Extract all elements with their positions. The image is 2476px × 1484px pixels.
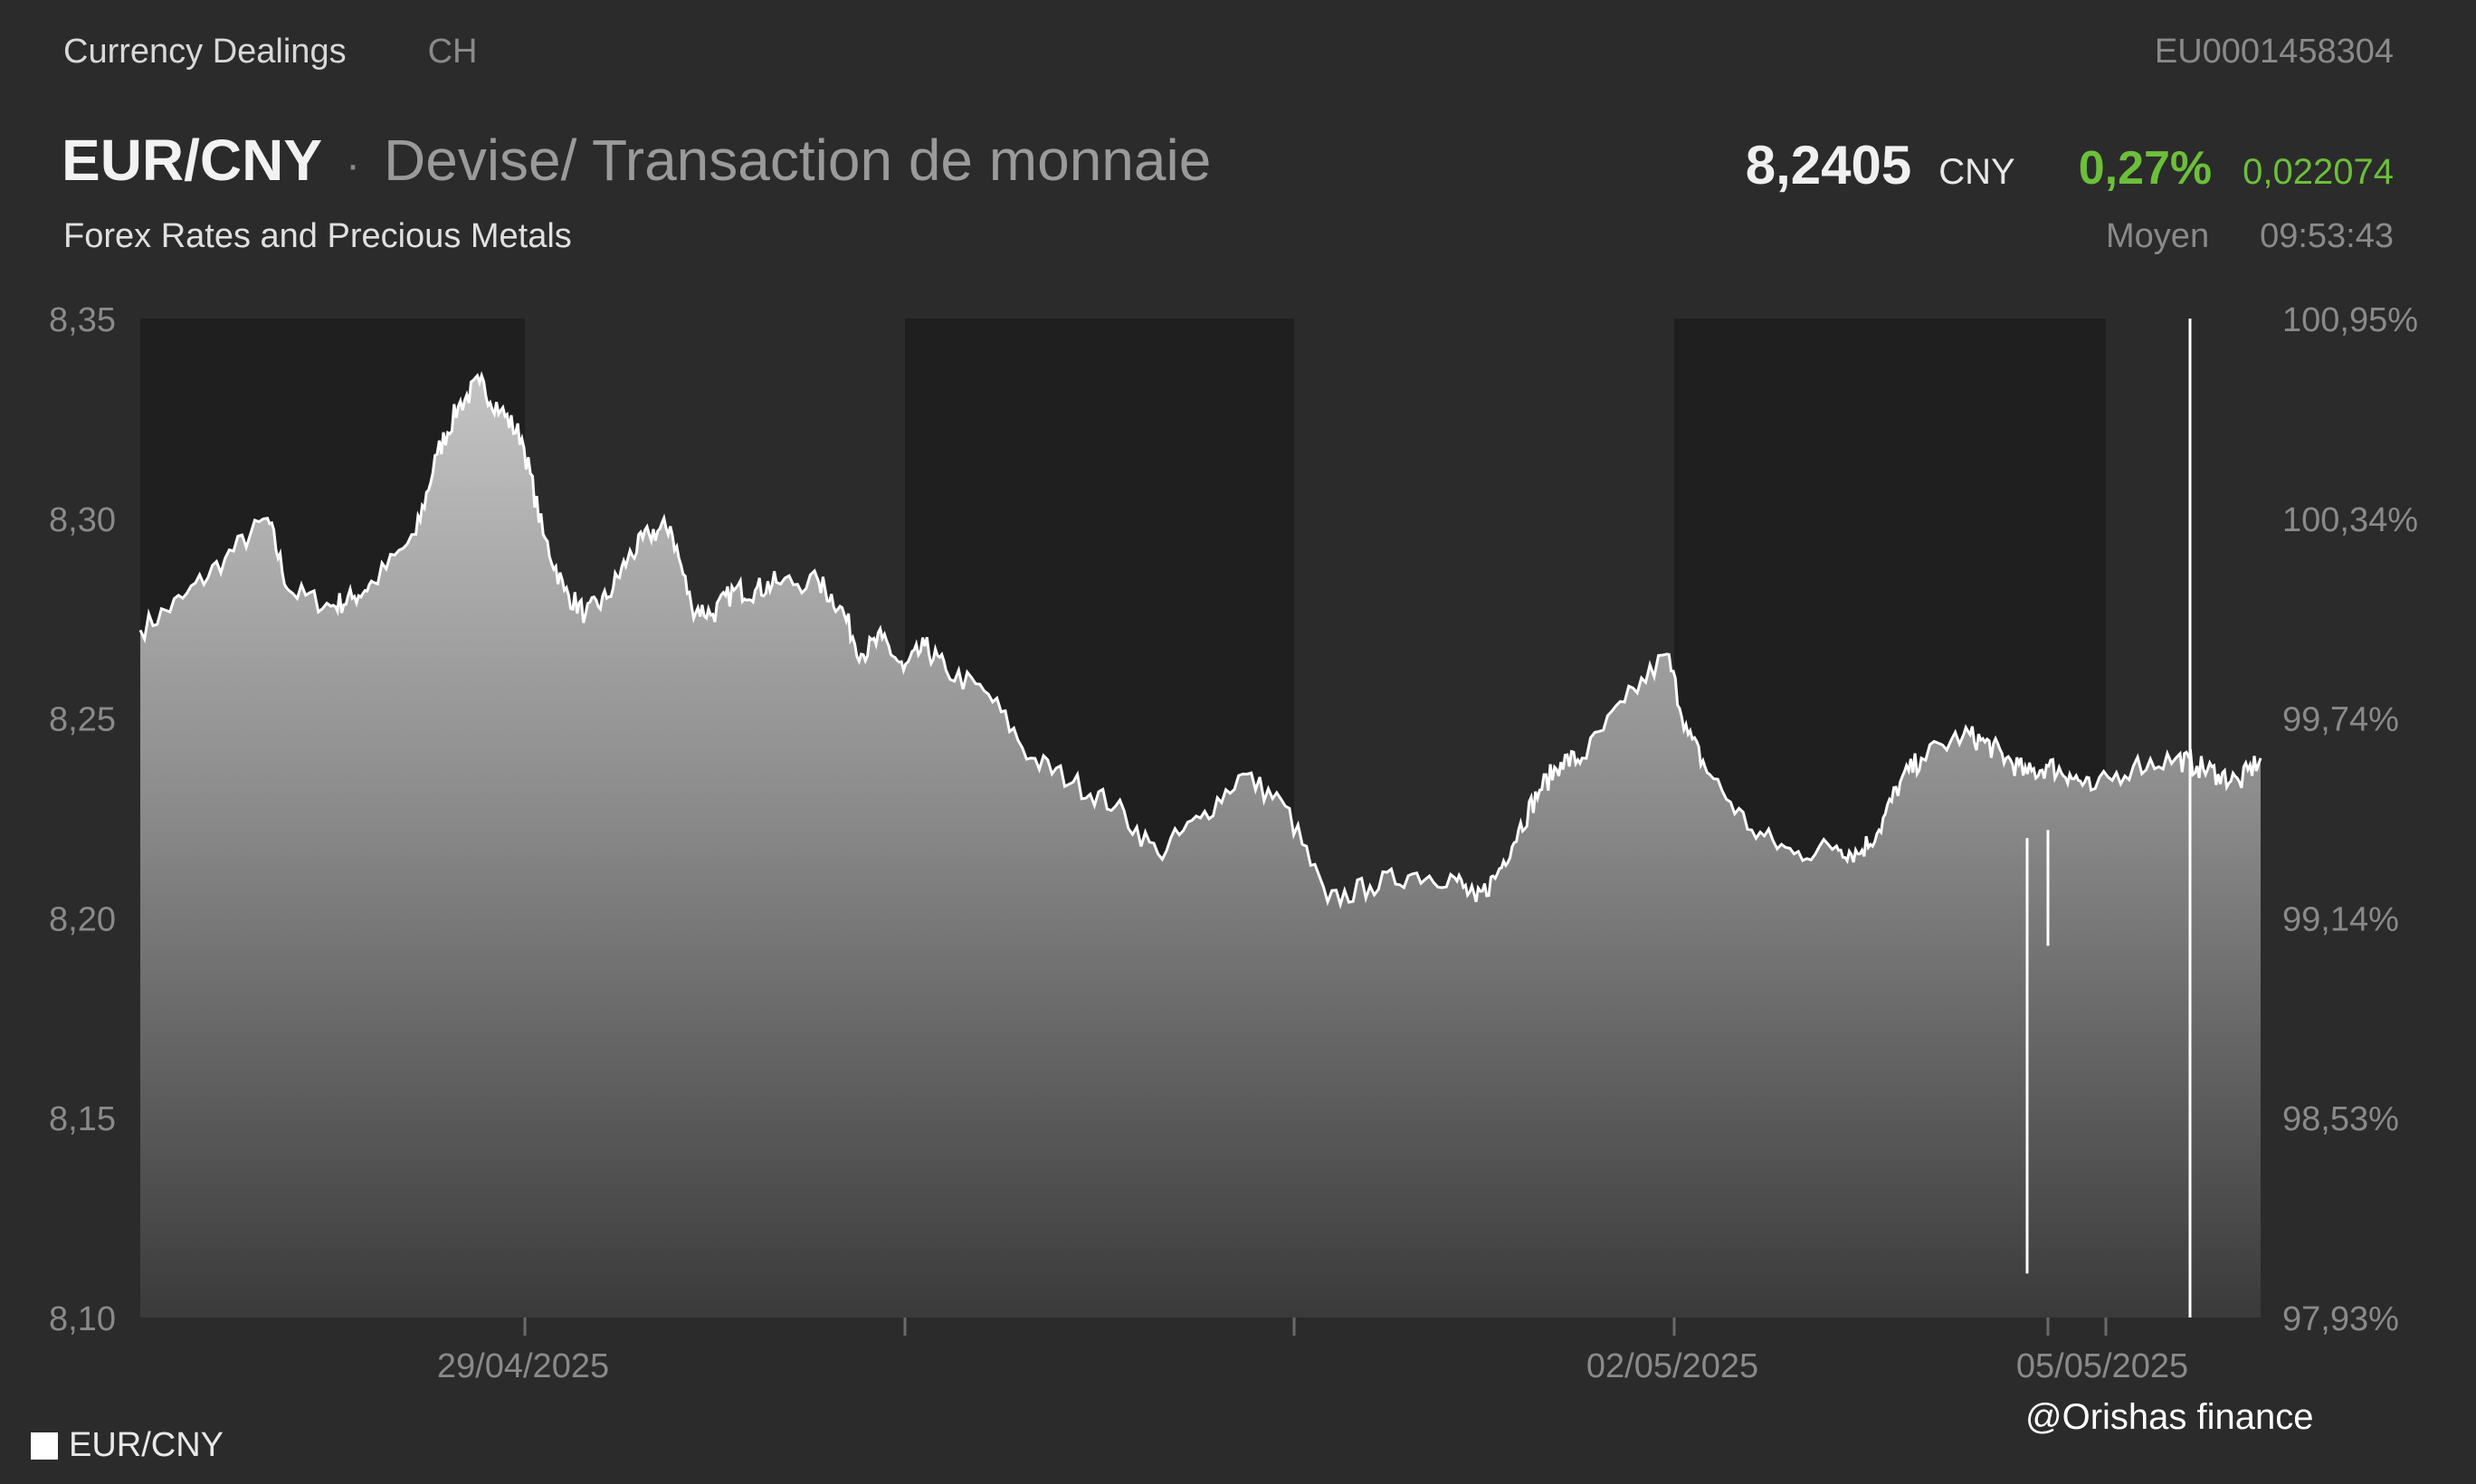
quote-currency: CNY — [1938, 152, 2015, 192]
price-area — [140, 375, 2261, 1318]
x-tick-label: 02/05/2025 — [1586, 1347, 1758, 1385]
y-axis: 8,35 8,30 8,25 8,20 8,15 8,10 — [49, 301, 116, 1338]
x-tick-label: 29/04/2025 — [437, 1347, 609, 1385]
quote-meta: Moyen 09:53:43 — [2106, 217, 2394, 256]
pair-label: EUR/CNY — [62, 128, 323, 193]
last-price: 8,2405 — [1745, 135, 1912, 195]
change-absolute: 0,022074 — [2243, 152, 2394, 192]
price-type: Moyen — [2106, 217, 2210, 255]
instrument-subtitle: Forex Rates and Precious Metals — [63, 217, 572, 255]
y2-axis: 100,95% 100,34% 99,74% 99,14% 98,53% 97,93% — [2282, 301, 2418, 1338]
legend-swatch — [31, 1432, 58, 1460]
isin-label: EU0001458304 — [2154, 33, 2394, 71]
title-separator: · — [346, 140, 361, 189]
watermark: @Orishas finance — [2025, 1397, 2314, 1437]
region-label: CH — [427, 33, 478, 71]
quote-block: 8,2405 CNY 0,27% 0,022074 — [1746, 134, 2394, 196]
legend-label: EUR/CNY — [69, 1426, 224, 1464]
category-label: Currency Dealings — [63, 33, 347, 71]
instrument-description: Devise/ Transaction de monnaie — [384, 128, 1212, 193]
y2-tick-label: 99,14% — [2282, 900, 2399, 938]
price-line — [138, 370, 2262, 909]
y-tick-label: 8,10 — [49, 1300, 116, 1338]
y-tick-label: 8,15 — [49, 1100, 116, 1138]
y2-tick-label: 98,53% — [2282, 1100, 2399, 1138]
instrument-title: EUR/CNY · Devise/ Transaction de monnaie — [62, 127, 1211, 194]
y-tick-label: 8,30 — [49, 501, 116, 539]
y-tick-label: 8,25 — [49, 701, 116, 739]
change-percent: 0,27% — [2078, 142, 2213, 195]
y-tick-label: 8,20 — [49, 900, 116, 938]
header-category: Currency Dealings CH — [63, 33, 477, 71]
quote-time: 09:53:43 — [2260, 217, 2394, 255]
y2-tick-label: 100,95% — [2282, 301, 2418, 339]
x-axis: 29/04/2025 02/05/2025 05/05/2025 — [437, 1318, 2188, 1385]
x-tick-label: 05/05/2025 — [2016, 1347, 2188, 1385]
y-tick-label: 8,35 — [49, 301, 116, 339]
y2-tick-label: 99,74% — [2282, 701, 2399, 739]
y2-tick-label: 100,34% — [2282, 501, 2418, 539]
chart-legend[interactable]: EUR/CNY — [31, 1426, 224, 1465]
y2-tick-label: 97,93% — [2282, 1300, 2399, 1338]
